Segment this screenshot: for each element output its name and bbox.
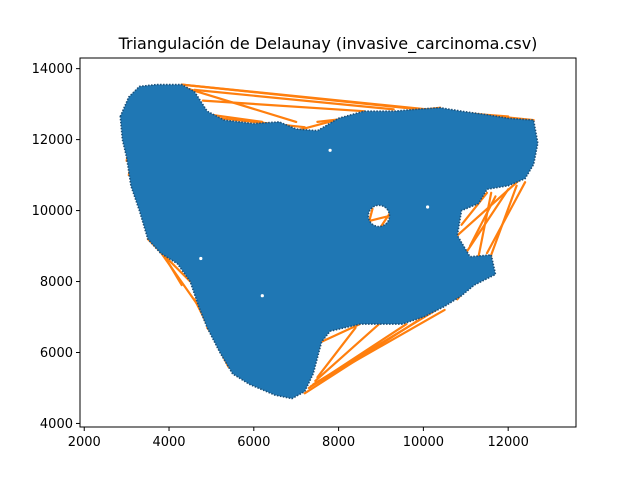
delaunay-edge (477, 191, 493, 258)
delaunay-edge (314, 321, 383, 382)
x-tick-label: 10000 (403, 435, 444, 450)
point-gap (260, 294, 264, 298)
point-gap (328, 148, 332, 152)
y-tick-label: 6000 (40, 346, 73, 361)
chart-title: Triangulación de Delaunay (invasive_carc… (118, 34, 538, 54)
point-cloud-region (119, 83, 539, 400)
x-tick-label: 6000 (237, 435, 270, 450)
y-tick-label: 10000 (32, 204, 73, 219)
delaunay-edge (490, 184, 518, 256)
delaunay-edge (460, 191, 489, 226)
delaunay-edge (193, 88, 395, 111)
point-gap (426, 205, 430, 209)
delaunay-edge (485, 181, 527, 255)
delaunay-edge (303, 315, 425, 395)
x-tick-label: 4000 (152, 435, 185, 450)
delaunay-edge (201, 99, 366, 113)
x-tick-label: 2000 (68, 435, 101, 450)
delaunay-edge (163, 255, 183, 287)
delaunay-edge (184, 87, 298, 124)
delaunay-edge (210, 113, 264, 124)
delaunay-edge (309, 308, 446, 388)
delaunay-edge (316, 326, 357, 379)
point-gap (199, 256, 203, 261)
point-cloud (119, 83, 539, 400)
delaunay-edge (367, 214, 391, 223)
y-tick-label: 14000 (32, 62, 73, 77)
axes-frame (79, 57, 577, 428)
y-tick-label: 8000 (40, 275, 73, 290)
x-tick-label: 8000 (322, 435, 355, 450)
x-axis: 2000 4000 6000 8000 10000 12000 (68, 427, 529, 450)
plot-area (119, 83, 539, 400)
delaunay-edge (320, 323, 361, 343)
y-tick-label: 12000 (32, 133, 73, 148)
delaunay-edge (468, 195, 497, 248)
x-tick-label: 12000 (487, 435, 528, 450)
y-tick-label: 4000 (40, 417, 73, 432)
y-axis: 4000 6000 8000 10000 12000 14000 (32, 62, 80, 432)
